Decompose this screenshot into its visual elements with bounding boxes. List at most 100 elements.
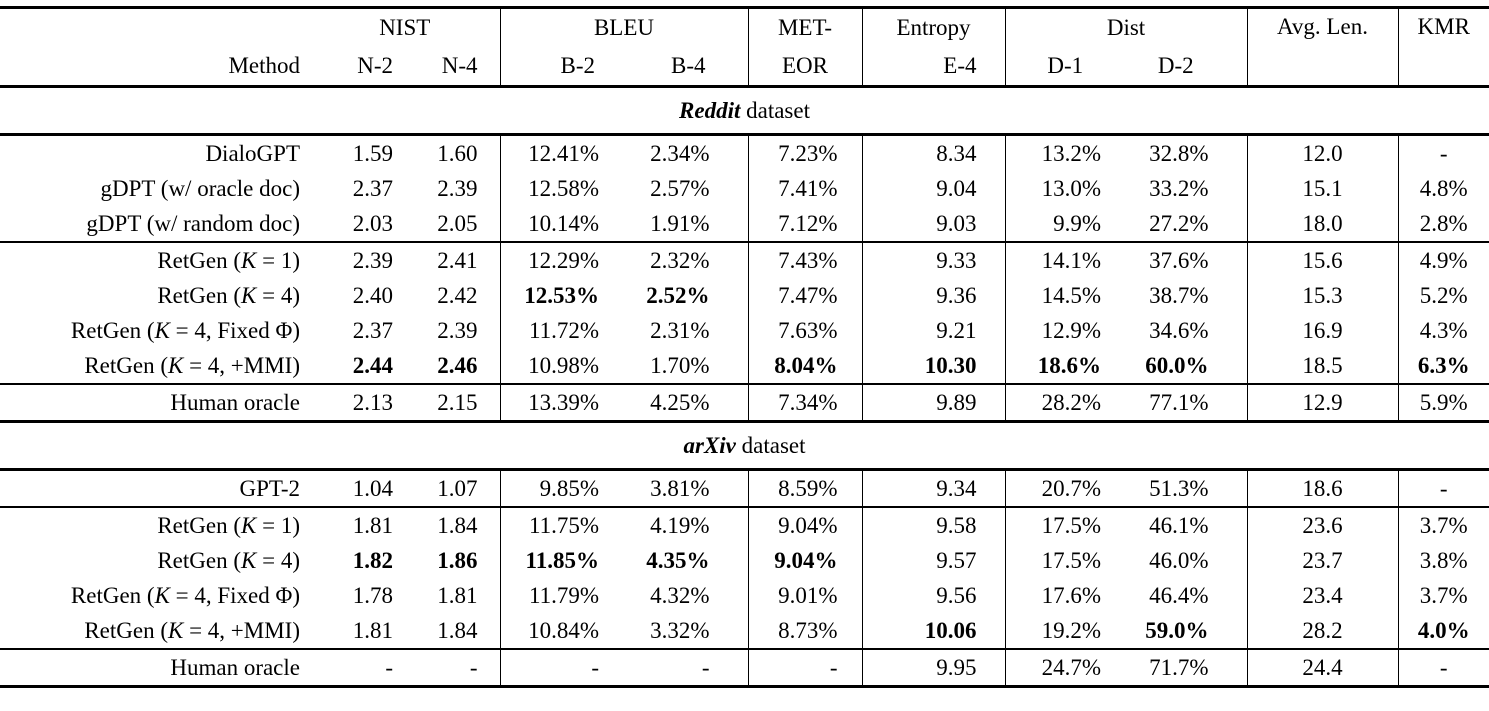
table-row: RetGen (K = 4, Fixed Φ) 1.78 1.81 11.79% 4.3… <box>0 578 1489 613</box>
cell-avg-len: 23.7 <box>1246 543 1398 578</box>
cell-avg-len: 18.0 <box>1246 206 1398 242</box>
cell-n4: 2.41 <box>437 247 478 273</box>
cell-avg-len: 18.6 <box>1246 469 1398 507</box>
cell-b4: 4.35% <box>646 547 710 573</box>
cell-d1: 14.1% <box>1004 242 1125 278</box>
cell-n2: 2.03 <box>352 210 393 236</box>
cell-b4: - <box>701 654 710 680</box>
cell-b4: 2.52% <box>646 282 710 308</box>
cell-kmr: 3.8% <box>1397 543 1489 578</box>
cell-b4: 2.31% <box>650 317 710 343</box>
cell-n4: - <box>469 654 478 680</box>
cell-meteor: 7.47% <box>747 278 862 313</box>
cell-e4: 10.06 <box>861 613 1005 649</box>
cell-d1: 17.6% <box>1004 578 1125 613</box>
cell-kmr: 3.7% <box>1397 578 1489 613</box>
cell-b2: 11.79% <box>499 578 625 613</box>
table-row: RetGen (K = 1) 1.81 1.84 11.75% 4.19% 9.04% 9.… <box>0 507 1489 543</box>
table-header: NIST BLEU MET- Entropy Dist Avg. Len. KM… <box>0 7 1489 87</box>
cell-d2: 71.7% <box>1149 654 1209 680</box>
header-meteor-line1: MET- <box>747 7 862 47</box>
cell-e4: 9.95 <box>861 649 1005 687</box>
table-row: Human oracle - - - - -9.95 24.7% 71.7% 24.4- <box>0 649 1489 687</box>
cell-b4: 2.34% <box>650 140 710 166</box>
header-row-groups: NIST BLEU MET- Entropy Dist Avg. Len. KM… <box>0 7 1489 87</box>
cell-b2: 10.84% <box>499 613 625 649</box>
cell-b4: 4.19% <box>650 512 710 538</box>
cell-n4: 2.42 <box>437 282 478 308</box>
cell-n2: 2.39 <box>352 247 393 273</box>
cell-b2: 11.85% <box>499 543 625 578</box>
cell-meteor: - <box>747 649 862 687</box>
header-kmr: KMR <box>1397 7 1489 87</box>
cell-kmr: 6.3% <box>1397 348 1489 384</box>
cell-avg-len: 28.2 <box>1246 613 1398 649</box>
table-body: Reddit dataset DialoGPT 1.59 1.60 12.41% 2.34… <box>0 86 1489 687</box>
cell-b2: 11.75% <box>499 507 625 543</box>
cell-e4: 10.30 <box>861 348 1005 384</box>
table-row: gDPT (w/ random doc) 2.03 2.05 10.14% 1.91% 7… <box>0 206 1489 242</box>
cell-kmr: 5.2% <box>1397 278 1489 313</box>
cell-b2: 12.41% <box>499 134 625 171</box>
method-cell: RetGen (K = 4) <box>157 282 300 308</box>
cell-meteor: 8.73% <box>747 613 862 649</box>
cell-b4: 4.25% <box>650 389 710 415</box>
cell-d2: 77.1% <box>1149 389 1209 415</box>
cell-avg-len: 18.5 <box>1246 348 1398 384</box>
cell-b2: 12.29% <box>499 242 625 278</box>
cell-b4: 1.91% <box>650 210 710 236</box>
cell-d2: 34.6% <box>1149 317 1209 343</box>
method-cell: RetGen (K = 4, Fixed Φ) <box>70 582 300 608</box>
cell-d1: 18.6% <box>1004 348 1125 384</box>
cell-n4: 2.15 <box>437 389 478 415</box>
dataset-name: Reddit <box>679 97 741 123</box>
cell-e4: 9.57 <box>861 543 1005 578</box>
cell-n2: 1.04 <box>352 475 393 501</box>
cell-e4: 9.89 <box>861 384 1005 422</box>
cell-d1: 9.9% <box>1004 206 1125 242</box>
cell-kmr: 4.0% <box>1397 613 1489 649</box>
cell-n2: 1.81 <box>352 512 393 538</box>
cell-meteor: 9.04% <box>747 543 862 578</box>
cell-n4: 1.84 <box>437 512 478 538</box>
cell-n4: 1.86 <box>437 547 478 573</box>
section-row-reddit: Reddit dataset <box>0 86 1489 135</box>
cell-d2: 51.3% <box>1149 475 1209 501</box>
section-label: arXiv dataset <box>683 432 806 458</box>
cell-b4: 3.81% <box>650 475 710 501</box>
cell-avg-len: 15.3 <box>1246 278 1398 313</box>
method-cell: RetGen (K = 4, +MMI) <box>84 352 300 378</box>
header-bleu: BLEU <box>499 7 748 47</box>
cell-d2: 38.7% <box>1149 282 1209 308</box>
cell-e4: 9.03 <box>861 206 1005 242</box>
cell-d1: 19.2% <box>1004 613 1125 649</box>
cell-d2: 46.0% <box>1149 547 1209 573</box>
method-cell: RetGen (K = 4, +MMI) <box>84 617 300 643</box>
cell-n2: 2.40 <box>352 282 393 308</box>
header-d1: D-1 <box>1004 47 1125 87</box>
cell-b2: 12.53% <box>499 278 625 313</box>
method-cell: DialoGPT <box>205 140 300 166</box>
cell-b2: 11.72% <box>499 313 625 348</box>
cell-n4: 1.84 <box>437 617 478 643</box>
cell-meteor: 8.59% <box>747 469 862 507</box>
cell-n2: 1.81 <box>352 617 393 643</box>
method-cell: RetGen (K = 4) <box>157 547 300 573</box>
cell-e4: 8.34 <box>861 134 1005 171</box>
method-cell: Human oracle <box>170 389 300 415</box>
header-avg-len: Avg. Len. <box>1246 7 1398 87</box>
cell-n2: 1.82 <box>352 547 393 573</box>
cell-avg-len: 24.4 <box>1246 649 1398 687</box>
cell-n2: 2.37 <box>352 317 393 343</box>
cell-e4: 9.33 <box>861 242 1005 278</box>
header-meteor-line2: EOR <box>747 47 862 87</box>
cell-kmr: 3.7% <box>1397 507 1489 543</box>
cell-meteor: 9.04% <box>747 507 862 543</box>
cell-meteor: 7.34% <box>747 384 862 422</box>
cell-d1: 12.9% <box>1004 313 1125 348</box>
cell-d2: 37.6% <box>1149 247 1209 273</box>
cell-kmr: - <box>1397 469 1489 507</box>
cell-n4: 2.46 <box>437 352 478 378</box>
cell-b4: 1.70% <box>650 352 710 378</box>
